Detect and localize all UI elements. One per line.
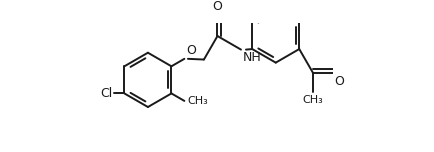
Text: O: O [335,75,345,88]
Text: Cl: Cl [100,87,112,100]
Text: CH₃: CH₃ [187,96,208,106]
Text: O: O [187,44,196,57]
Text: NH: NH [243,51,262,64]
Text: CH₃: CH₃ [302,95,323,105]
Text: O: O [213,0,222,13]
